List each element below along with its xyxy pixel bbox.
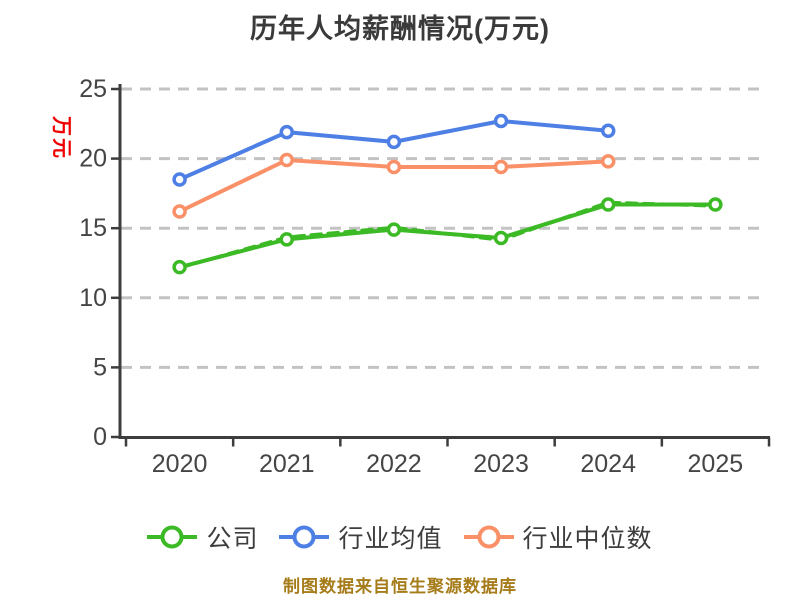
- y-tick-label: 15: [79, 214, 107, 242]
- y-tick-label: 5: [93, 353, 107, 381]
- legend-item-industry-median[interactable]: 行业中位数: [463, 519, 653, 555]
- x-tick-label: 2022: [366, 450, 422, 478]
- x-tick-label: 2021: [259, 450, 315, 478]
- data-point-company-2020: [172, 259, 187, 275]
- y-tick-label: 20: [79, 145, 107, 173]
- y-tick-label: 25: [79, 75, 107, 103]
- y-tick-label: 10: [79, 284, 107, 312]
- y-tick-label: 0: [93, 423, 107, 451]
- legend-label: 行业中位数: [522, 525, 653, 553]
- x-tick-label: 2024: [580, 450, 636, 478]
- legend-item-company[interactable]: 公司: [147, 519, 258, 555]
- data-point-industry-median-2023: [493, 159, 509, 175]
- x-tick-label: 2025: [688, 450, 744, 478]
- data-point-company-2023: [493, 230, 509, 246]
- x-tick-label: 2023: [473, 450, 529, 478]
- data-point-company-2021: [279, 232, 294, 247]
- data-point-industry-median-2024: [600, 154, 616, 169]
- series-line-company: [177, 202, 718, 270]
- data-point-company-2024: [600, 197, 616, 212]
- x-tick-label: 2020: [152, 450, 208, 478]
- legend-label: 公司: [206, 525, 259, 553]
- legend-marker-icon: [147, 525, 198, 549]
- data-point-industry-median-2020: [172, 204, 187, 219]
- legend-marker-icon: [279, 525, 330, 549]
- data-point-industry-median-2021: [279, 152, 294, 168]
- data-point-industry-average-2023: [493, 113, 509, 129]
- data-point-industry-average-2020: [172, 172, 187, 187]
- legend-marker-icon: [463, 525, 514, 549]
- data-point-company-2025: [708, 197, 723, 212]
- legend-item-industry-average[interactable]: 行业均值: [279, 519, 442, 555]
- data-point-industry-average-2024: [600, 123, 616, 139]
- series-dashed-line-company: [177, 200, 718, 270]
- data-source-note: 制图数据来自恒生聚源数据库: [283, 577, 517, 596]
- data-point-industry-average-2021: [279, 124, 294, 140]
- legend-label: 行业均值: [338, 525, 443, 553]
- data-point-industry-average-2022: [386, 134, 402, 150]
- data-point-company-2022: [386, 222, 402, 237]
- legend: 公司 行业均值 行业中位数: [0, 521, 800, 553]
- data-point-industry-median-2022: [386, 159, 402, 175]
- chart-title: 历年人均薪酬情况(万元): [250, 14, 550, 44]
